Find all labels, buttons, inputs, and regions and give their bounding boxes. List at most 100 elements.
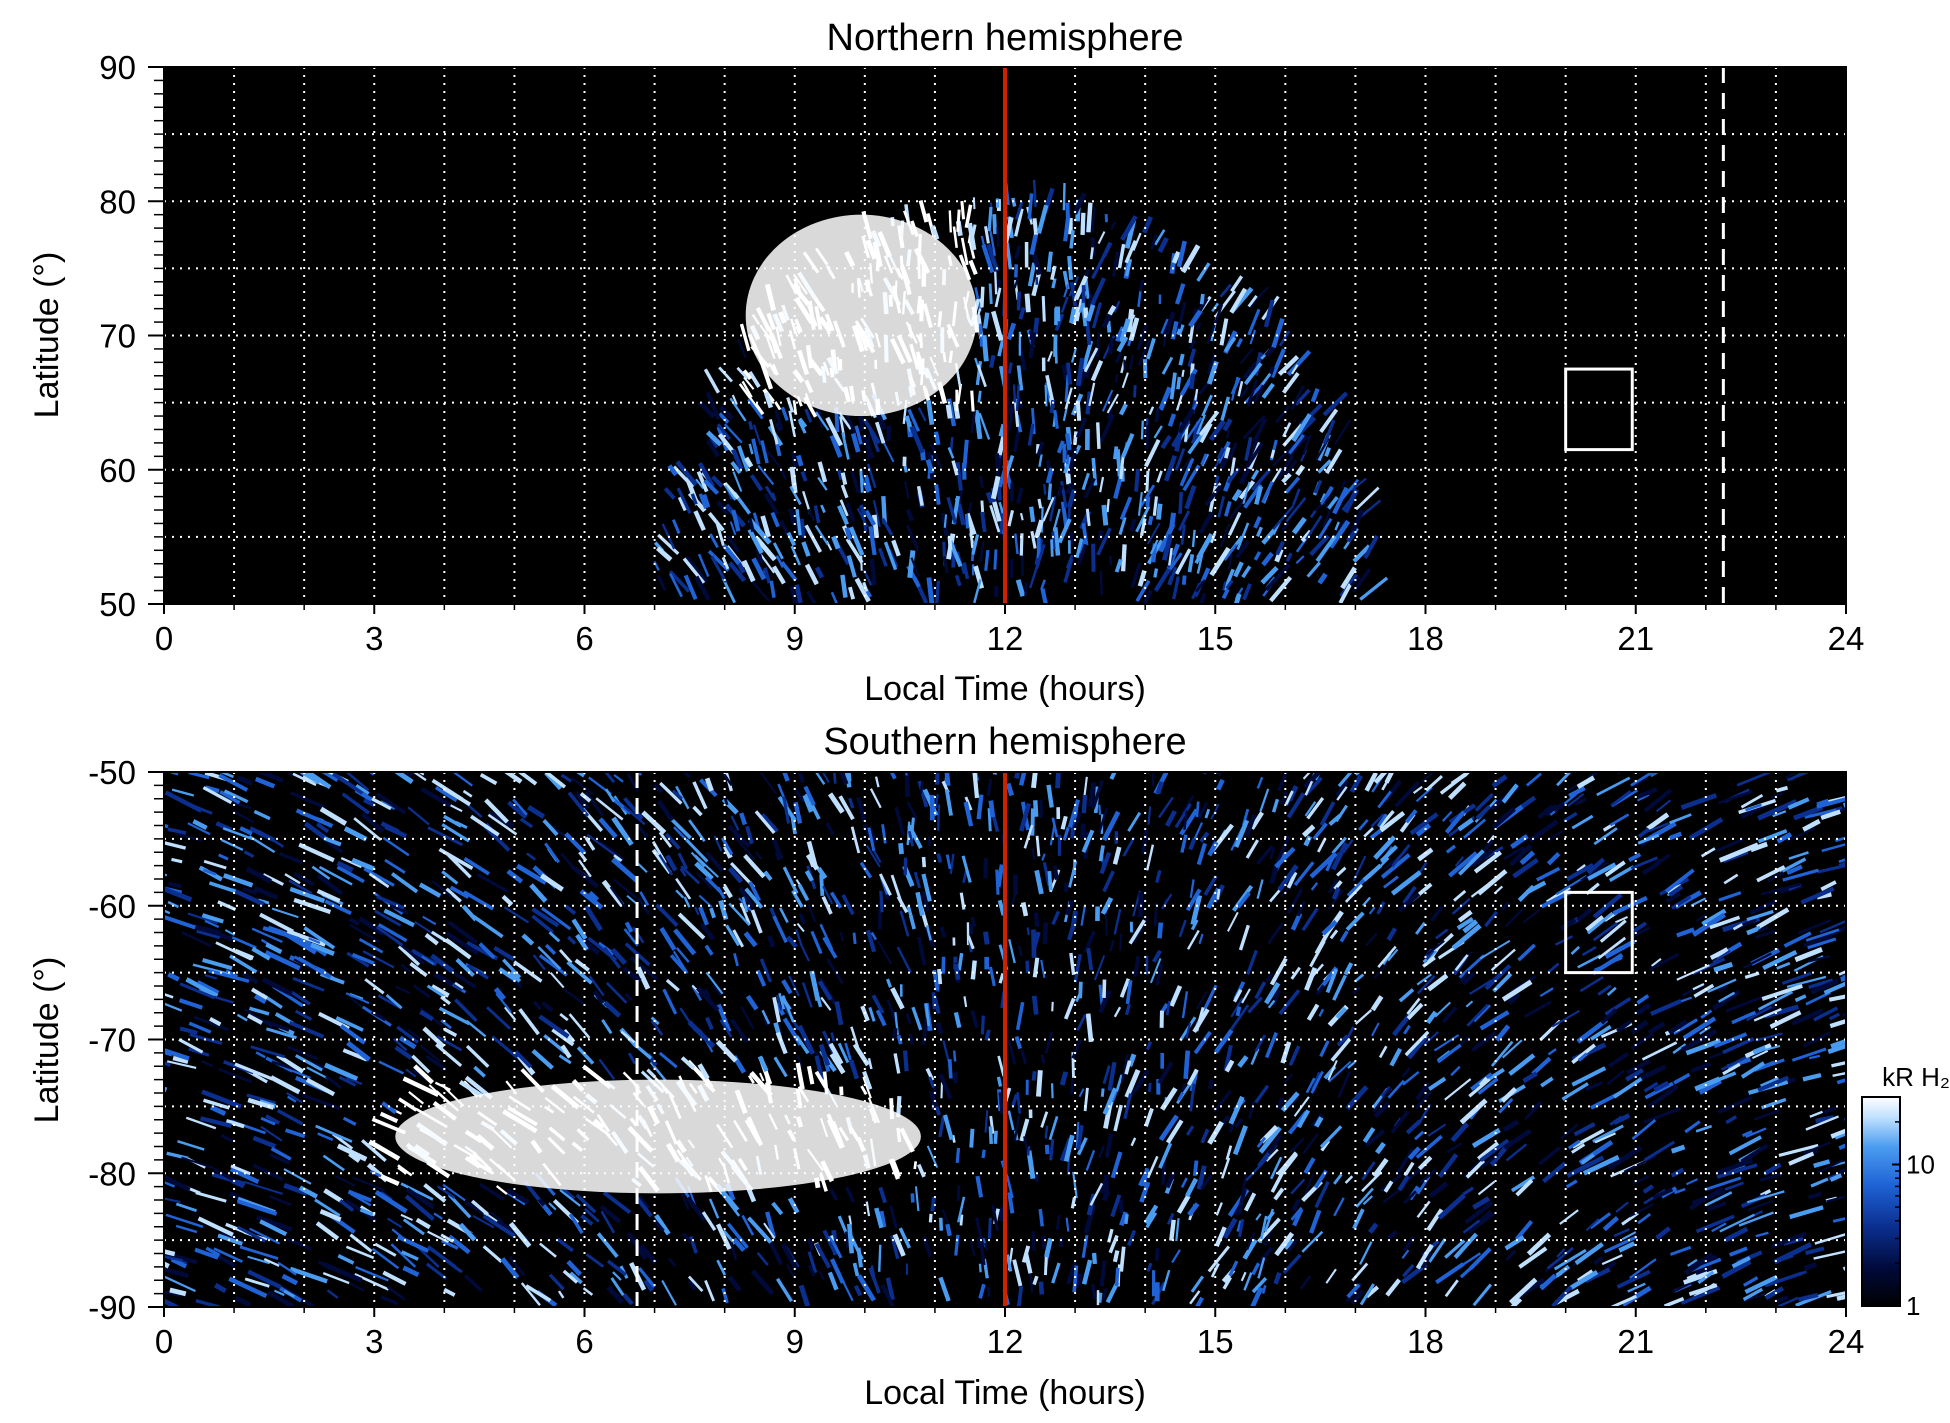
emission-streak: [1124, 239, 1137, 264]
emission-streak: [574, 958, 590, 972]
emission-streak: [720, 837, 734, 856]
emission-streak: [262, 873, 284, 886]
emission-streak: [1362, 863, 1383, 882]
emission-streak: [915, 891, 925, 916]
emission-streak: [748, 420, 754, 430]
emission-streak: [1776, 961, 1791, 970]
emission-streak: [988, 1126, 993, 1145]
emission-streak: [1098, 984, 1104, 1007]
x-tick-label: 6: [575, 620, 593, 657]
emission-streak: [220, 1133, 234, 1143]
emission-streak: [1286, 792, 1306, 819]
emission-streak: [980, 1015, 985, 1035]
emission-streak: [202, 926, 222, 934]
emission-streak: [942, 556, 949, 574]
emission-streak: [585, 1253, 605, 1268]
emission-streak: [336, 1143, 368, 1162]
emission-streak: [1441, 1006, 1458, 1024]
emission-streak: [979, 1238, 986, 1266]
emission-streak: [348, 1152, 361, 1163]
emission-streak: [236, 1013, 248, 1022]
emission-streak: [1566, 1155, 1605, 1178]
emission-streak: [1404, 1030, 1430, 1057]
emission-streak: [433, 971, 455, 987]
emission-streak: [1186, 1068, 1199, 1086]
emission-streak: [1687, 1258, 1698, 1267]
y-tick-label: 70: [99, 318, 136, 355]
emission-streak: [1123, 1093, 1133, 1120]
emission-streak: [1236, 338, 1243, 348]
emission-streak: [451, 772, 473, 787]
emission-streak: [675, 947, 690, 963]
emission-streak: [1709, 947, 1729, 961]
emission-streak: [1302, 434, 1312, 456]
emission-streak: [654, 1214, 671, 1236]
emission-streak: [1327, 878, 1339, 894]
emission-streak: [872, 849, 882, 863]
emission-streak: [1124, 1213, 1129, 1225]
emission-streak: [947, 536, 953, 550]
emission-streak: [998, 973, 1005, 984]
emission-streak: [469, 814, 500, 837]
emission-streak: [1224, 501, 1232, 517]
emission-streak: [1049, 1138, 1055, 1161]
emission-streak: [1586, 911, 1614, 935]
emission-streak: [449, 885, 470, 899]
emission-streak: [217, 1233, 243, 1246]
emission-streak: [1216, 772, 1223, 777]
emission-streak: [246, 1013, 263, 1025]
emission-streak: [686, 1196, 707, 1222]
emission-streak: [1637, 793, 1650, 802]
emission-streak: [588, 890, 600, 902]
emission-streak: [1196, 801, 1209, 820]
emission-streak: [1061, 364, 1069, 381]
emission-streak: [750, 909, 763, 934]
emission-streak: [1075, 538, 1084, 559]
emission-streak: [1740, 793, 1764, 809]
emission-streak: [1166, 1212, 1175, 1225]
emission-streak: [337, 1254, 355, 1265]
emission-streak: [1020, 1050, 1028, 1064]
emission-streak: [196, 929, 221, 940]
emission-streak: [1490, 948, 1516, 972]
emission-streak: [716, 1259, 727, 1276]
emission-streak: [1254, 1246, 1274, 1269]
emission-streak: [1153, 568, 1159, 578]
emission-streak: [1059, 1071, 1069, 1086]
emission-streak: [1376, 813, 1388, 828]
emission-streak: [867, 433, 870, 461]
emission-streak: [1281, 472, 1292, 484]
emission-streak: [1068, 860, 1078, 888]
emission-streak: [1032, 218, 1039, 235]
emission-streak: [1133, 1069, 1150, 1092]
emission-streak: [951, 460, 959, 476]
emission-streak: [1436, 1043, 1462, 1064]
emission-streak: [1049, 495, 1057, 522]
emission-streak: [1788, 851, 1809, 860]
emission-streak: [1592, 922, 1618, 942]
emission-streak: [378, 1060, 405, 1075]
emission-streak: [904, 480, 910, 500]
emission-streak: [1067, 919, 1077, 941]
emission-streak: [1196, 414, 1206, 435]
emission-streak: [881, 496, 887, 524]
emission-streak: [1501, 979, 1533, 1002]
emission-streak: [435, 1043, 463, 1068]
emission-streak: [462, 789, 473, 798]
emission-streak: [1229, 1004, 1250, 1031]
emission-streak: [956, 503, 966, 526]
emission-streak: [807, 1251, 818, 1274]
emission-streak: [954, 1234, 960, 1256]
emission-streak: [698, 400, 716, 419]
colorbar: kR H₂ 110: [1861, 1062, 1950, 1321]
emission-streak: [774, 401, 782, 411]
emission-streak: [1273, 1187, 1285, 1201]
emission-streak: [1063, 1134, 1075, 1162]
emission-streak: [862, 581, 869, 592]
emission-streak: [727, 561, 747, 582]
emission-streak: [1108, 337, 1114, 355]
emission-streak: [231, 936, 257, 949]
emission-streak: [345, 772, 370, 792]
emission-streak: [1280, 791, 1288, 805]
emission-streak: [969, 1128, 975, 1148]
